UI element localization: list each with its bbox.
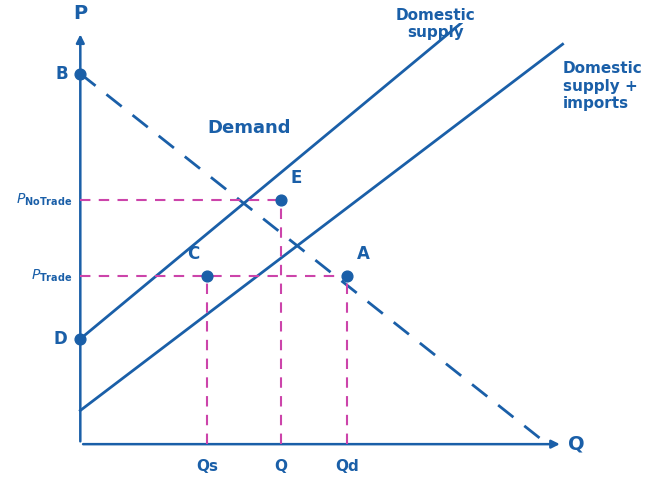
Text: Domestic
supply +
imports: Domestic supply + imports <box>563 61 642 111</box>
Text: P: P <box>73 4 87 23</box>
Text: Q: Q <box>567 435 584 454</box>
Text: A: A <box>357 245 370 263</box>
Point <box>202 272 213 280</box>
Point <box>75 335 86 343</box>
Text: Qs: Qs <box>196 459 218 474</box>
Text: Qd: Qd <box>335 459 359 474</box>
Text: D: D <box>54 330 68 348</box>
Text: E: E <box>291 169 302 187</box>
Text: B: B <box>55 65 68 83</box>
Text: C: C <box>187 245 200 263</box>
Point <box>342 272 352 280</box>
Text: $P_{\mathregular{No Trade}}$: $P_{\mathregular{No Trade}}$ <box>16 192 73 208</box>
Text: Demand: Demand <box>207 120 291 137</box>
Text: $P_{\mathregular{Trade}}$: $P_{\mathregular{Trade}}$ <box>31 268 73 284</box>
Point <box>75 70 86 78</box>
Text: Q: Q <box>274 459 287 474</box>
Text: Domestic
supply: Domestic supply <box>396 8 476 40</box>
Point <box>276 196 286 204</box>
